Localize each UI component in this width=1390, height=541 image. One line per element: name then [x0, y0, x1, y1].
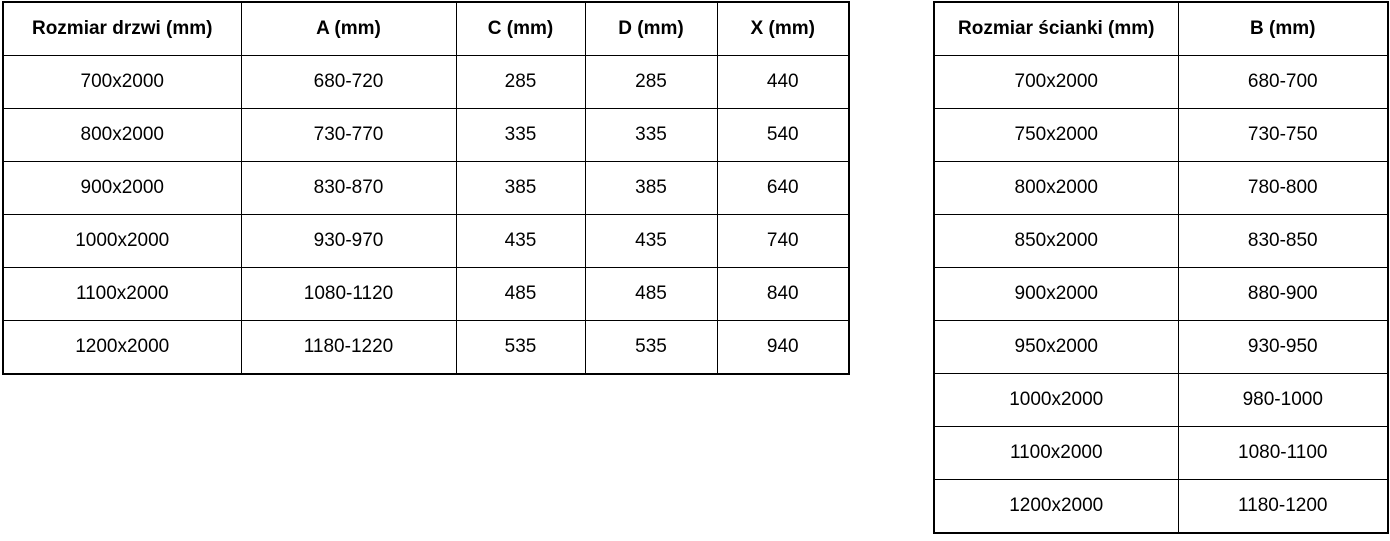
column-header: D (mm): [584, 1, 718, 56]
table-row: 900x2000 880-900: [933, 267, 1389, 321]
table-cell: 900x2000: [933, 267, 1179, 321]
table-row: 1000x2000 980-1000: [933, 373, 1389, 427]
table-row: 1100x2000 1080-1120 485 485 840: [2, 267, 850, 321]
table-cell: 535: [455, 320, 586, 375]
table-cell: 285: [584, 55, 718, 109]
column-header: B (mm): [1177, 1, 1389, 56]
table-row: 700x2000 680-700: [933, 55, 1389, 109]
table-cell: 1180-1220: [240, 320, 457, 375]
table-cell: 700x2000: [2, 55, 242, 109]
table-cell: 1100x2000: [2, 267, 242, 321]
table-cell: 1180-1200: [1177, 479, 1389, 534]
table-row: 1000x2000 930-970 435 435 740: [2, 214, 850, 268]
table-cell: 285: [455, 55, 586, 109]
table-cell: 730-770: [240, 108, 457, 162]
table-cell: 1080-1100: [1177, 426, 1389, 480]
table-cell: 385: [584, 161, 718, 215]
table-cell: 940: [716, 320, 850, 375]
table-cell: 950x2000: [933, 320, 1179, 374]
column-header: X (mm): [716, 1, 850, 56]
table-cell: 980-1000: [1177, 373, 1389, 427]
table-cell: 930-970: [240, 214, 457, 268]
table-row: 1100x2000 1080-1100: [933, 426, 1389, 480]
table-cell: 335: [584, 108, 718, 162]
table-cell: 435: [584, 214, 718, 268]
table-row: 750x2000 730-750: [933, 108, 1389, 162]
table-cell: 1080-1120: [240, 267, 457, 321]
table-cell: 335: [455, 108, 586, 162]
table-cell: 800x2000: [2, 108, 242, 162]
table-cell: 840: [716, 267, 850, 321]
table-cell: 730-750: [1177, 108, 1389, 162]
panel-dimensions-table: Rozmiar ścianki (mm) B (mm) 700x2000 680-7…: [933, 1, 1389, 534]
table-row: 800x2000 780-800: [933, 161, 1389, 215]
table-cell: 1200x2000: [2, 320, 242, 375]
table-row: 1200x2000 1180-1200: [933, 479, 1389, 534]
table-row: 800x2000 730-770 335 335 540: [2, 108, 850, 162]
table-cell: 1200x2000: [933, 479, 1179, 534]
table-cell: 900x2000: [2, 161, 242, 215]
table-cell: 540: [716, 108, 850, 162]
table-cell: 740: [716, 214, 850, 268]
table-row: 700x2000 680-720 285 285 440: [2, 55, 850, 109]
table-cell: 640: [716, 161, 850, 215]
table-cell: 680-720: [240, 55, 457, 109]
table-cell: 680-700: [1177, 55, 1389, 109]
table-cell: 435: [455, 214, 586, 268]
table-row: 900x2000 830-870 385 385 640: [2, 161, 850, 215]
table-row: 1200x2000 1180-1220 535 535 940: [2, 320, 850, 375]
table-cell: 1000x2000: [2, 214, 242, 268]
table-cell: 780-800: [1177, 161, 1389, 215]
table-cell: 830-850: [1177, 214, 1389, 268]
table-cell: 385: [455, 161, 586, 215]
table-row: 850x2000 830-850: [933, 214, 1389, 268]
table-header-row: Rozmiar ścianki (mm) B (mm): [933, 1, 1389, 56]
table-cell: 850x2000: [933, 214, 1179, 268]
table-cell: 485: [584, 267, 718, 321]
column-header: A (mm): [240, 1, 457, 56]
table-header-row: Rozmiar drzwi (mm) A (mm) C (mm) D (mm) X (m…: [2, 1, 850, 56]
table-cell: 830-870: [240, 161, 457, 215]
door-dimensions-table: Rozmiar drzwi (mm) A (mm) C (mm) D (mm) X (m…: [2, 1, 850, 375]
table-cell: 485: [455, 267, 586, 321]
table-cell: 535: [584, 320, 718, 375]
column-header: C (mm): [455, 1, 586, 56]
table-row: 950x2000 930-950: [933, 320, 1389, 374]
table-cell: 800x2000: [933, 161, 1179, 215]
column-header: Rozmiar drzwi (mm): [2, 1, 242, 56]
table-cell: 750x2000: [933, 108, 1179, 162]
column-header: Rozmiar ścianki (mm): [933, 1, 1179, 56]
table-cell: 440: [716, 55, 850, 109]
table-cell: 1100x2000: [933, 426, 1179, 480]
table-cell: 700x2000: [933, 55, 1179, 109]
table-cell: 880-900: [1177, 267, 1389, 321]
table-cell: 930-950: [1177, 320, 1389, 374]
table-cell: 1000x2000: [933, 373, 1179, 427]
